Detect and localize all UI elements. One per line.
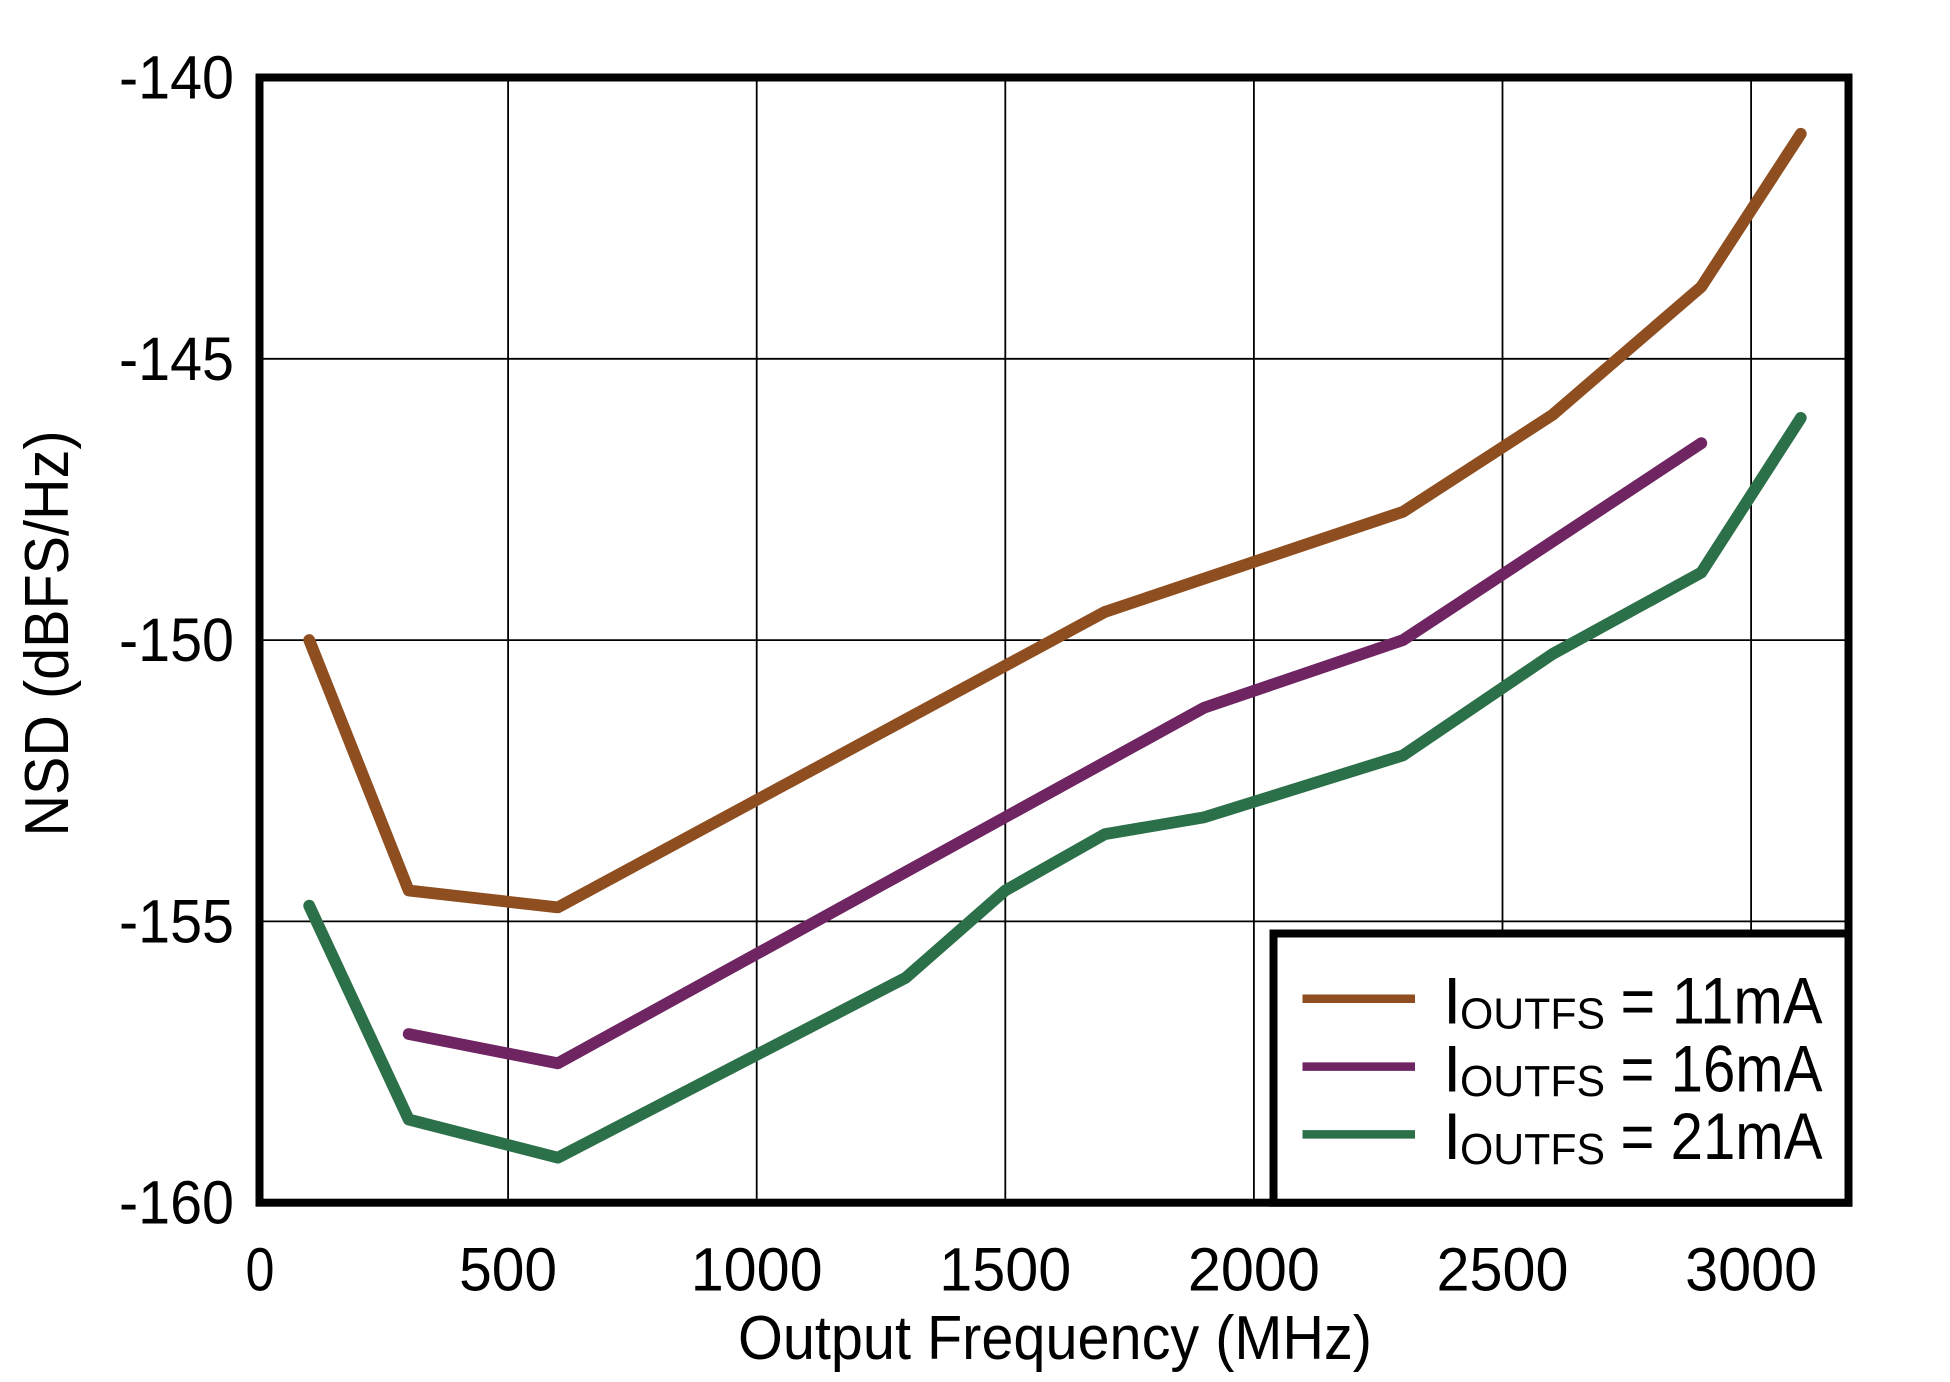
svg-text:OUTFS: OUTFS: [1460, 1057, 1605, 1106]
svg-text:OUTFS: OUTFS: [1460, 1125, 1605, 1174]
svg-text:1000: 1000: [691, 1236, 823, 1304]
svg-text:-155: -155: [119, 887, 234, 955]
svg-text:OUTFS: OUTFS: [1460, 989, 1605, 1038]
svg-text:I: I: [1443, 964, 1461, 1038]
svg-text:-140: -140: [119, 44, 234, 112]
svg-text:I: I: [1443, 1099, 1461, 1173]
svg-text:= 16mA: = 16mA: [1621, 1031, 1823, 1105]
svg-text:2000: 2000: [1188, 1236, 1320, 1304]
svg-text:0: 0: [246, 1236, 275, 1304]
svg-text:Output Frequency (MHz): Output Frequency (MHz): [738, 1303, 1372, 1373]
svg-text:I: I: [1443, 1031, 1461, 1105]
svg-text:3000: 3000: [1685, 1236, 1817, 1304]
svg-text:500: 500: [459, 1236, 557, 1304]
svg-text:NSD (dBFS/Hz): NSD (dBFS/Hz): [12, 431, 82, 837]
svg-text:1500: 1500: [939, 1236, 1071, 1304]
svg-text:2500: 2500: [1437, 1236, 1569, 1304]
svg-text:= 11mA: = 11mA: [1621, 964, 1823, 1038]
svg-text:-145: -145: [119, 325, 234, 393]
svg-text:-160: -160: [119, 1169, 234, 1237]
svg-text:-150: -150: [119, 606, 234, 674]
svg-text:= 21mA: = 21mA: [1621, 1099, 1823, 1173]
